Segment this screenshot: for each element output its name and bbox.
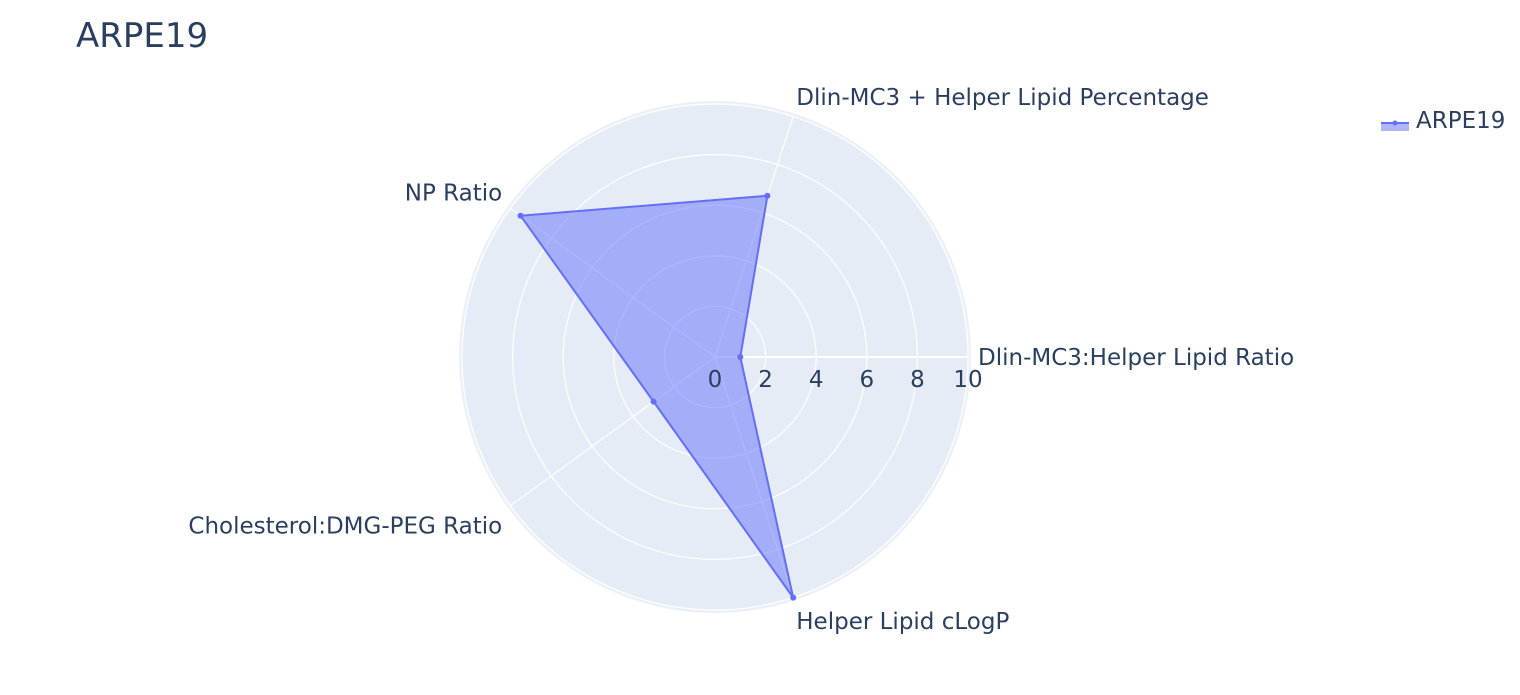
radial-tick-label: 8: [910, 367, 925, 393]
legend-swatch-icon: [1380, 114, 1410, 131]
category-label: Dlin-MC3:Helper Lipid Ratio: [978, 345, 1294, 371]
series-area: [519, 194, 795, 599]
radial-tick-label: 2: [758, 367, 773, 393]
radial-tick-label: 0: [708, 367, 723, 393]
data-point: [517, 212, 524, 219]
category-label: Cholesterol:DMG-PEG Ratio: [188, 514, 502, 540]
legend-item-label: ARPE19: [1416, 108, 1506, 134]
data-point: [790, 594, 797, 601]
category-label: Dlin-MC3 + Helper Lipid Percentage: [796, 85, 1209, 111]
data-point: [737, 354, 744, 360]
category-label: Helper Lipid cLogP: [796, 609, 1009, 635]
data-point: [650, 398, 657, 405]
data-point: [764, 192, 771, 199]
category-label: NP Ratio: [405, 180, 502, 206]
radial-tick-label: 10: [953, 367, 982, 393]
radar-data: [517, 192, 797, 601]
chart-title: ARPE19: [76, 16, 209, 56]
radial-tick-label: 6: [859, 367, 874, 393]
legend[interactable]: ARPE19: [1380, 108, 1505, 134]
radial-tick-label: 4: [809, 367, 824, 393]
